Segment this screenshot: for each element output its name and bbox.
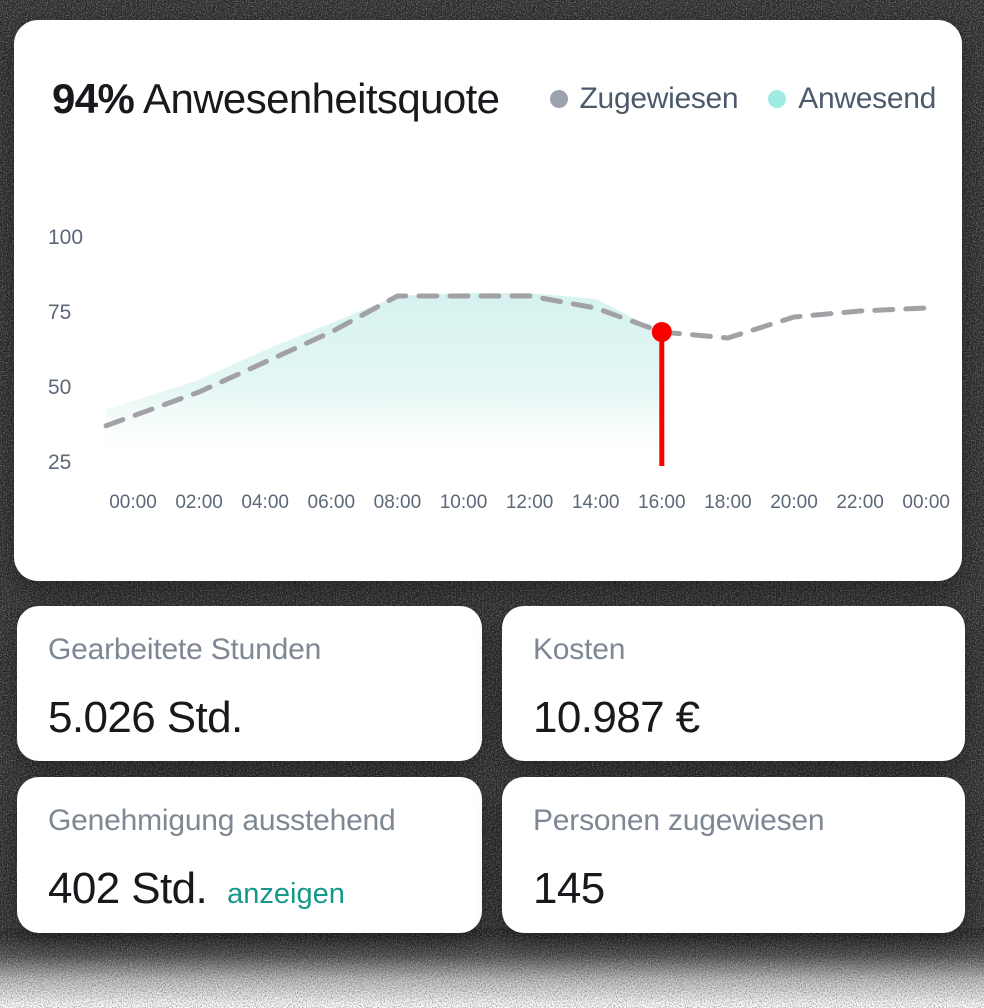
- svg-text:06:00: 06:00: [308, 492, 356, 513]
- legend-dot-teal-icon: [768, 90, 787, 108]
- legend-item-anwesend[interactable]: Anwesend: [768, 82, 936, 116]
- attendance-chart-card: 94% Anwesenheitsquote Zugewiesen Anwesen…: [14, 20, 962, 581]
- show-pending-link[interactable]: anzeigen: [227, 878, 345, 910]
- stat-value-people-assigned: 145: [533, 864, 605, 913]
- svg-text:22:00: 22:00: [836, 492, 884, 513]
- stat-value-pending-approval: 402 Std.: [48, 864, 208, 913]
- stat-card-worked-hours: Gearbeitete Stunden 5.026 Std.: [17, 606, 482, 761]
- stat-value-costs: 10.987 €: [533, 693, 700, 742]
- svg-text:100: 100: [48, 226, 83, 249]
- svg-text:08:00: 08:00: [374, 492, 422, 513]
- svg-text:50: 50: [48, 376, 71, 399]
- svg-text:14:00: 14:00: [572, 492, 620, 513]
- stat-card-pending-approval: Genehmigung ausstehend 402 Std. anzeigen: [17, 777, 482, 933]
- attendance-percentage: 94%: [52, 75, 135, 122]
- stat-value-worked-hours: 5.026 Std.: [48, 693, 243, 742]
- legend-item-zugewiesen[interactable]: Zugewiesen: [549, 82, 739, 116]
- chart-legend: Zugewiesen Anwesend: [549, 82, 936, 116]
- svg-text:25: 25: [48, 451, 71, 474]
- stat-label-worked-hours: Gearbeitete Stunden: [48, 633, 322, 666]
- stat-card-costs: Kosten 10.987 €: [502, 606, 965, 761]
- legend-dot-gray-icon: [549, 90, 568, 108]
- stat-label-people-assigned: Personen zugewiesen: [533, 804, 825, 837]
- svg-text:02:00: 02:00: [175, 492, 223, 513]
- svg-text:10:00: 10:00: [440, 492, 488, 513]
- legend-label-zugewiesen: Zugewiesen: [579, 82, 739, 115]
- stat-label-pending-approval: Genehmigung ausstehend: [48, 804, 396, 837]
- attendance-title-label: Anwesenheitsquote: [143, 75, 500, 122]
- stat-label-costs: Kosten: [533, 633, 626, 666]
- svg-text:04:00: 04:00: [241, 492, 289, 513]
- svg-text:20:00: 20:00: [770, 492, 818, 513]
- legend-label-anwesend: Anwesend: [798, 82, 936, 115]
- svg-text:75: 75: [48, 301, 71, 324]
- chart-card-header: 94% Anwesenheitsquote Zugewiesen Anwesen…: [52, 72, 936, 126]
- svg-text:00:00: 00:00: [902, 492, 950, 513]
- svg-text:18:00: 18:00: [704, 492, 752, 513]
- svg-text:16:00: 16:00: [638, 492, 686, 513]
- svg-text:12:00: 12:00: [506, 492, 554, 513]
- stat-card-people-assigned: Personen zugewiesen 145: [502, 777, 965, 933]
- attendance-title: 94% Anwesenheitsquote: [52, 72, 500, 126]
- svg-text:00:00: 00:00: [109, 492, 157, 513]
